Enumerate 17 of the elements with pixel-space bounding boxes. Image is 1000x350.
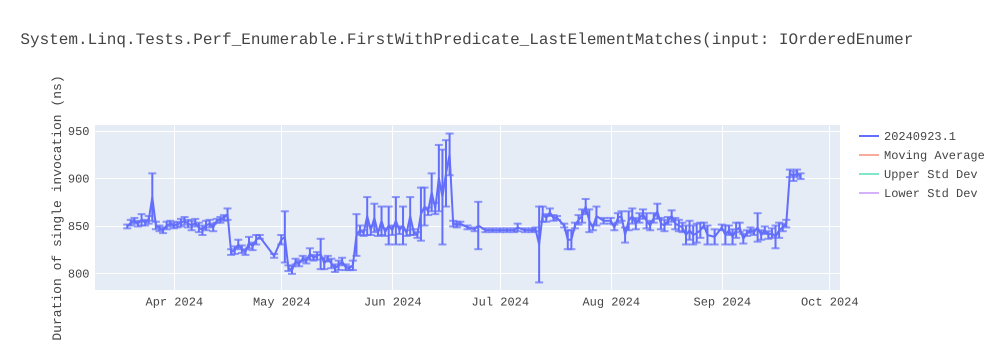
y-tick-label: 800 [68, 267, 90, 282]
legend-label: 20240923.1 [884, 130, 956, 144]
chart-title: System.Linq.Tests.Perf_Enumerable.FirstWithPredicate_LastElementMatches(input: IOrderedEnumer [20, 30, 914, 49]
y-tick-label: 950 [68, 125, 90, 140]
legend-label: Moving Average [884, 149, 985, 163]
y-axis-title: Duration of single invocation (ns) [50, 75, 65, 341]
y-tick-label: 900 [68, 172, 90, 187]
legend-label: Upper Std Dev [884, 168, 978, 182]
legend-label: Lower Std Dev [884, 187, 978, 201]
x-tick-label: Oct 2024 [800, 296, 859, 310]
x-tick-label: Apr 2024 [145, 296, 204, 310]
x-tick-label: Aug 2024 [582, 296, 640, 310]
x-tick-label: Sep 2024 [694, 296, 752, 310]
x-tick-label: Jun 2024 [364, 296, 422, 310]
x-tick-label: May 2024 [252, 296, 311, 310]
x-tick-label: Jul 2024 [471, 296, 530, 310]
y-tick-label: 850 [68, 220, 90, 234]
